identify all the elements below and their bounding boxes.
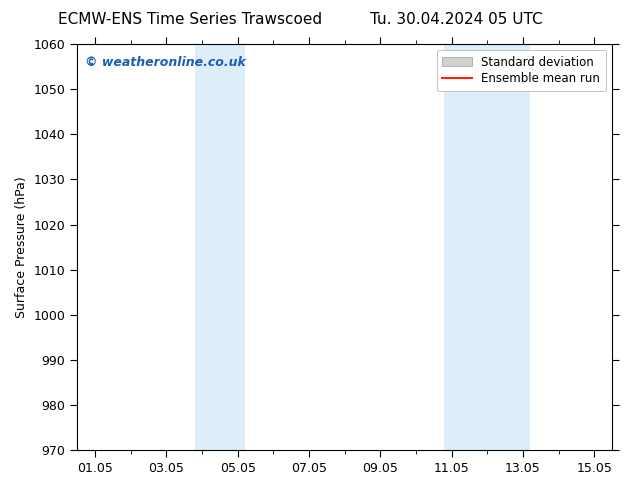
Bar (444, 44, 530, 450)
Text: ECMW-ENS Time Series Trawscoed: ECMW-ENS Time Series Trawscoed (58, 12, 322, 27)
Bar (195, 44, 245, 450)
Text: Tu. 30.04.2024 05 UTC: Tu. 30.04.2024 05 UTC (370, 12, 543, 27)
Y-axis label: Surface Pressure (hPa): Surface Pressure (hPa) (15, 176, 28, 318)
Text: © weatheronline.co.uk: © weatheronline.co.uk (85, 56, 246, 69)
Legend: Standard deviation, Ensemble mean run: Standard deviation, Ensemble mean run (437, 50, 606, 91)
